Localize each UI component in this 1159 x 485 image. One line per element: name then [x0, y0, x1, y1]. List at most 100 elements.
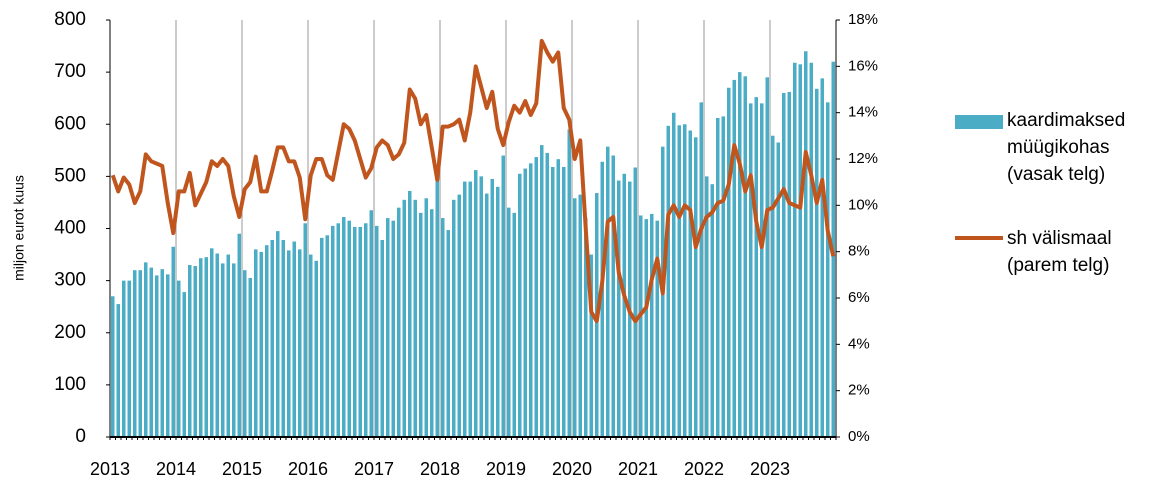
bar: [529, 163, 533, 437]
bar: [809, 62, 814, 438]
bar: [364, 223, 368, 437]
bar: [353, 226, 357, 437]
bar: [655, 220, 660, 437]
bar: [452, 199, 456, 437]
bar: [237, 233, 242, 437]
bar: [430, 209, 434, 437]
bar: [793, 62, 797, 438]
bar: [204, 257, 209, 437]
bar: [765, 77, 770, 438]
bar: [111, 296, 115, 437]
y-tick-label: 600: [54, 113, 86, 134]
x-tick-label: 2017: [354, 459, 394, 479]
bar: [743, 76, 748, 438]
bar: [435, 173, 440, 438]
x-tick-label: 2014: [156, 459, 196, 479]
bar: [347, 220, 352, 437]
bar: [160, 269, 165, 437]
bar: [749, 103, 753, 438]
bar: [446, 230, 451, 437]
bar: [281, 239, 286, 437]
bar: [155, 275, 159, 437]
bar: [424, 198, 429, 437]
bar: [441, 218, 445, 437]
y2-tick-label: 16%: [848, 57, 878, 74]
bar: [369, 210, 374, 437]
bar: [270, 239, 275, 437]
bar: [380, 239, 385, 437]
legend-swatch: [955, 115, 1003, 129]
bar: [397, 207, 401, 437]
bar: [540, 145, 544, 437]
x-tick-label: 2018: [420, 459, 460, 479]
x-tick-label: 2013: [90, 459, 130, 479]
bar: [182, 292, 187, 437]
bar: [292, 241, 297, 437]
line: [110, 38, 836, 324]
bar: [804, 51, 808, 438]
bar: [754, 97, 759, 438]
bar: [639, 215, 643, 437]
bar: [501, 155, 506, 437]
bar: [589, 254, 594, 437]
bar: [518, 173, 522, 438]
x-tick-label: 2023: [750, 459, 790, 479]
bar: [402, 199, 407, 437]
bar: [666, 125, 671, 437]
y2-tick-label: 18%: [848, 11, 878, 28]
bar: [122, 280, 126, 437]
bar: [738, 72, 742, 437]
x-tick-label: 2016: [288, 459, 328, 479]
bar: [534, 157, 539, 437]
bar: [820, 78, 825, 437]
bar: [798, 64, 803, 438]
legend-text: sh välismaal (parem telg): [1007, 228, 1112, 276]
bar: [677, 125, 682, 437]
bar: [127, 280, 132, 437]
bar: [336, 223, 341, 437]
y-tick-label: 200: [54, 322, 86, 343]
bar: [716, 117, 720, 438]
bar: [485, 193, 489, 437]
bar: [507, 207, 511, 437]
bar: [463, 181, 467, 437]
y-axis-label: miljon eurot kuus: [11, 175, 27, 281]
bar: [138, 270, 143, 437]
bar: [320, 237, 324, 437]
bar: [584, 218, 588, 437]
bar: [474, 170, 478, 437]
bar: [193, 266, 198, 437]
bar: [386, 218, 390, 437]
bar: [468, 181, 473, 437]
bar: [358, 226, 363, 437]
bar: [419, 212, 423, 437]
bar: [342, 217, 346, 437]
bar: [551, 166, 555, 437]
bar: [144, 262, 148, 437]
bar: [188, 264, 192, 437]
bar: [276, 231, 280, 437]
bar: [479, 176, 484, 437]
x-tick-label: 2021: [618, 459, 658, 479]
x-tick-label: 2019: [486, 459, 526, 479]
bar: [325, 235, 330, 437]
bar: [776, 142, 781, 437]
bar: [699, 102, 704, 438]
bar: [782, 92, 786, 437]
bar: [600, 161, 605, 437]
bar: [254, 249, 258, 437]
bar: [314, 260, 319, 437]
x-tick-label: 2015: [222, 459, 262, 479]
bar: [611, 155, 616, 437]
bar: [259, 251, 264, 437]
bar: [545, 152, 550, 437]
bar: [573, 198, 577, 437]
bar: [199, 258, 203, 437]
bar: [578, 194, 583, 437]
bar: [287, 250, 291, 437]
bar: [149, 267, 154, 437]
bar: [721, 116, 726, 438]
bar: [622, 173, 627, 438]
y2-tick-label: 8%: [848, 243, 870, 260]
